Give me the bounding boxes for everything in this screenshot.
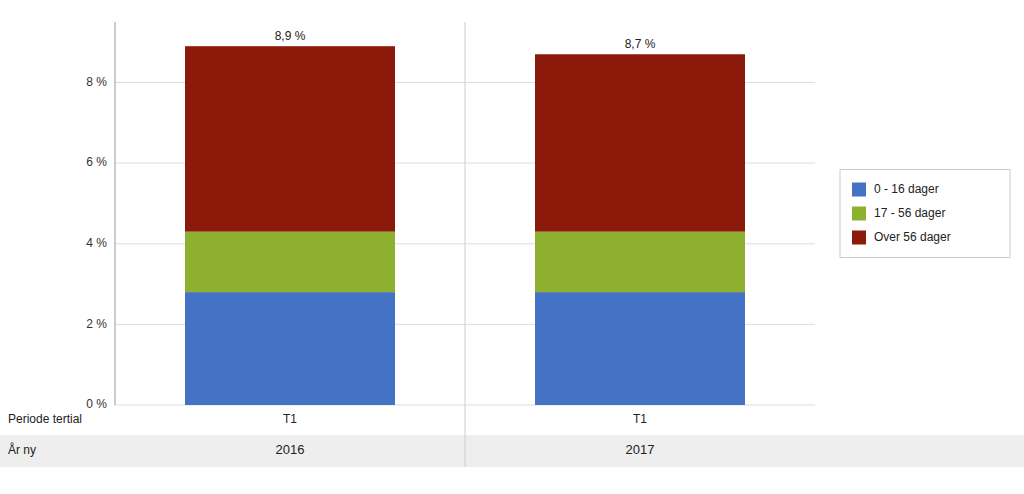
y-tick-label: 2 % — [86, 317, 107, 331]
y-tick-label: 6 % — [86, 155, 107, 169]
bar-segment — [185, 232, 395, 292]
legend-label: 0 - 16 dager — [874, 182, 939, 196]
y-tick-label: 0 % — [86, 397, 107, 411]
tertial-label: T1 — [283, 412, 297, 426]
y-tick-label: 8 % — [86, 75, 107, 89]
bar-segment — [535, 232, 745, 292]
bar-segment — [185, 292, 395, 405]
total-label: 8,7 % — [625, 37, 656, 51]
footer-row — [0, 435, 1024, 467]
category-label: 2016 — [276, 442, 305, 457]
chart-container: 0 % 2 % 4 % 6 % 8 % 8,9 % T1 8,7 % T1 2016 2017 Per… — [0, 0, 1024, 494]
row-label: Periode tertial — [8, 412, 82, 426]
tertial-label: T1 — [633, 412, 647, 426]
bar-segment — [535, 54, 745, 231]
legend-box — [840, 170, 1010, 258]
column-separator — [465, 435, 466, 467]
legend-swatch — [852, 207, 866, 221]
bar-segment — [535, 292, 745, 405]
legend-swatch — [852, 183, 866, 197]
x-axis-label: År ny — [8, 442, 36, 457]
bar-segment — [185, 46, 395, 231]
total-label: 8,9 % — [275, 29, 306, 43]
y-axis-line — [115, 22, 116, 405]
legend-swatch — [852, 231, 866, 245]
y-tick-label: 4 % — [86, 236, 107, 250]
bars — [185, 46, 745, 405]
column-separator — [465, 22, 466, 467]
legend-label: 17 - 56 dager — [874, 206, 945, 220]
chart-svg: 0 % 2 % 4 % 6 % 8 % 8,9 % T1 8,7 % T1 2016 2017 Per… — [0, 0, 1024, 494]
legend: 0 - 16 dager 17 - 56 dager Over 56 dager — [840, 170, 1010, 258]
category-label: 2017 — [626, 442, 655, 457]
legend-label: Over 56 dager — [874, 230, 951, 244]
